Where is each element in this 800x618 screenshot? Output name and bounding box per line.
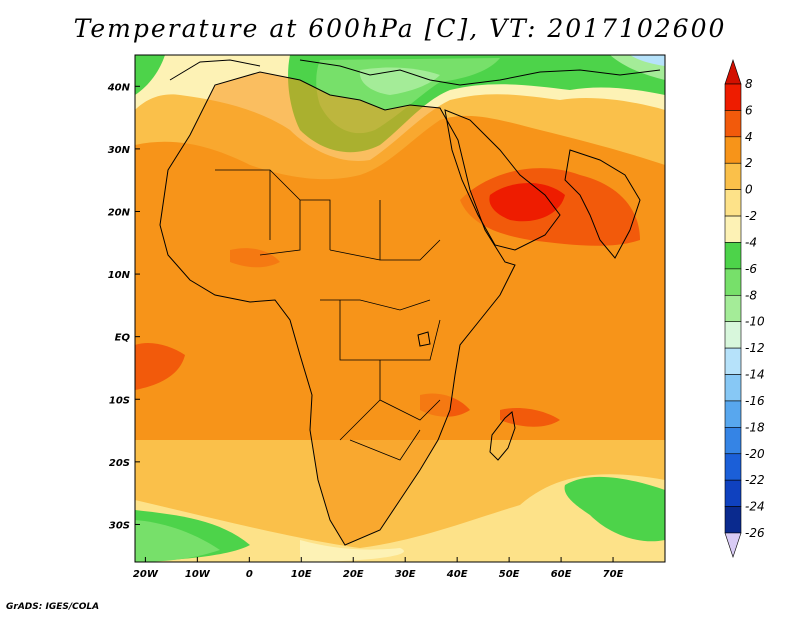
arabia-outline (444, 109, 561, 251)
lat-tick-label: 20S (109, 458, 130, 469)
lon-tick-label: 0 (246, 569, 253, 580)
madagascar-outline (489, 411, 516, 461)
aegean-cold-core (359, 67, 440, 95)
country-borders (215, 169, 441, 461)
colorbar-label: 0 (745, 183, 753, 197)
europe-coastline (169, 59, 661, 86)
colorbar-label: -8 (745, 288, 757, 302)
longitude-axis: 20W 10W 0 10E 20E 30E 40E 50E 60E 70E (133, 557, 624, 580)
lat-tick-label: 20N (108, 207, 131, 218)
colorbar-label: -12 (745, 341, 765, 355)
northeast-cold-core (630, 55, 665, 66)
lon-tick-label: 20W (133, 569, 159, 580)
latitude-axis: 40N 30N 20N 10N EQ 10S 20S 30S (107, 82, 140, 531)
lat-tick-label: 10S (109, 395, 130, 406)
colorbar-label: 2 (745, 156, 753, 170)
lat-tick-label: EQ (115, 333, 131, 344)
colorbar-swatch (724, 215, 742, 243)
colorbar: 8 6 4 2 0 -2 -4 -6 -8 -10 -12 -14 -16 -18 -20 -22 -24 -26 (724, 59, 765, 558)
colorbar-swatch (724, 347, 742, 375)
colorbar-top-arrow (724, 59, 742, 85)
map-panel (135, 55, 665, 562)
colorbar-swatch (724, 321, 742, 349)
colorbar-swatch (724, 400, 742, 428)
lake-victoria (417, 331, 431, 347)
arabian-hot-spot (489, 182, 565, 222)
colorbar-label: -4 (745, 235, 757, 249)
southern-cool-band (135, 474, 665, 562)
colorbar-label: -14 (745, 368, 765, 382)
colorbar-label: 4 (745, 130, 753, 144)
colorbar-swatch (724, 242, 742, 270)
colorbar-label: -22 (745, 473, 765, 487)
lat-tick-label: 10N (108, 270, 131, 281)
lat-tick-label: 30N (108, 145, 131, 156)
colorbar-swatch (724, 479, 742, 507)
colorbar-label: -16 (745, 394, 765, 408)
colorbar-swatch (724, 506, 742, 534)
atlantic-warm-core (135, 343, 185, 390)
colorbar-label: 6 (745, 103, 753, 117)
colorbar-swatch (724, 83, 742, 111)
colorbar-label: 8 (745, 77, 753, 91)
lon-tick-label: 20E (343, 569, 364, 580)
colorbar-swatch (724, 136, 742, 164)
lat-tick-label: 40N (107, 82, 131, 93)
credit-label: GrADS: IGES/COLA (6, 602, 100, 612)
south-cool-patch (300, 540, 404, 562)
india-outline (564, 149, 641, 259)
colorbar-swatch (724, 427, 742, 455)
colorbar-swatch (724, 268, 742, 296)
africa-outline (159, 71, 516, 546)
map-frame (134, 54, 666, 563)
colorbar-swatch (724, 189, 742, 217)
colorbar-swatch (724, 453, 742, 481)
lon-tick-label: 10E (291, 569, 312, 580)
lat-tick-label: 30S (109, 520, 130, 531)
colorbar-label: -18 (745, 420, 765, 434)
colorbar-swatch (724, 110, 742, 138)
colorbar-bottom-arrow (724, 532, 742, 558)
map-title: Temperature at 600hPa [C], VT: 201710260… (73, 14, 727, 43)
lon-tick-label: 10W (185, 569, 211, 580)
colorbar-swatch (724, 294, 742, 323)
colorbar-label: -6 (745, 262, 757, 276)
colorbar-label: -26 (745, 526, 765, 540)
lon-tick-label: 50E (499, 569, 520, 580)
colorbar-swatch (724, 162, 742, 190)
southwest-cold-core (135, 520, 220, 562)
lon-tick-label: 40E (446, 569, 468, 580)
lon-tick-label: 70E (603, 569, 624, 580)
lon-tick-label: 60E (551, 569, 572, 580)
northwest-cold-corner (135, 55, 165, 95)
lon-tick-label: 30E (395, 569, 416, 580)
southeast-cold-pool (564, 476, 665, 542)
colorbar-label: -20 (745, 447, 765, 461)
colorbar-label: -2 (745, 209, 757, 223)
colorbar-label: -24 (745, 500, 765, 514)
madagascar-warm-core (500, 408, 560, 427)
colorbar-swatch (724, 374, 742, 402)
colorbar-label: -10 (745, 315, 765, 329)
